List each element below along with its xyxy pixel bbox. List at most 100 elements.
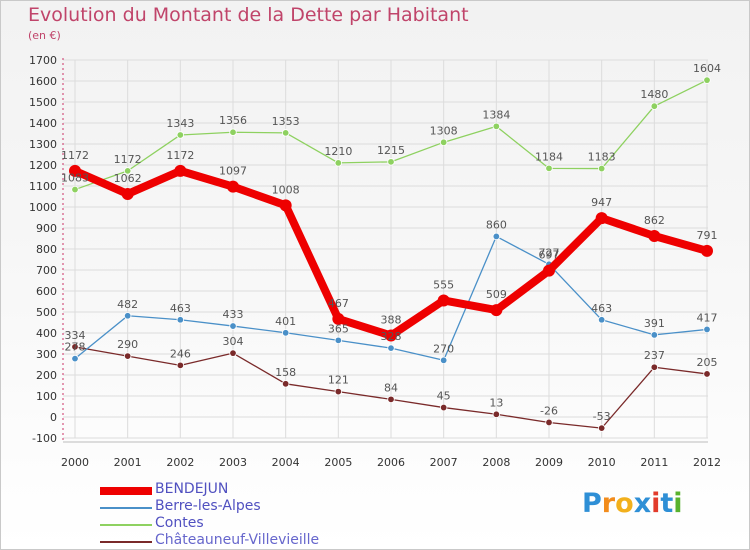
data-point — [121, 187, 134, 200]
y-tick-label: 0 — [50, 411, 57, 424]
y-tick-label: 1500 — [29, 96, 57, 109]
data-point — [492, 232, 501, 241]
data-point — [176, 316, 185, 324]
x-tick-label: 2012 — [693, 456, 721, 469]
legend-swatch — [100, 487, 152, 495]
y-tick-label: 1300 — [29, 138, 57, 151]
data-label: 860 — [486, 218, 507, 231]
data-label: 270 — [433, 342, 454, 355]
logo-letter: i — [673, 488, 683, 519]
data-label: 509 — [486, 288, 507, 301]
data-point — [545, 418, 553, 427]
data-label: 278 — [65, 341, 86, 354]
data-label: 84 — [384, 381, 398, 394]
data-label: 1008 — [272, 183, 300, 196]
x-tick-label: 2010 — [588, 456, 616, 469]
y-tick-label: 700 — [36, 264, 57, 277]
y-tick-label: 900 — [36, 222, 57, 235]
legend-swatch — [100, 524, 152, 526]
data-point — [281, 380, 290, 388]
logo-letter: P — [582, 488, 602, 519]
data-label: 467 — [328, 297, 349, 310]
data-point — [650, 102, 659, 110]
data-point — [279, 199, 292, 212]
y-tick-label: 1000 — [29, 201, 57, 214]
data-label: 1215 — [377, 144, 405, 157]
x-tick-label: 2009 — [535, 456, 563, 469]
data-point — [703, 370, 711, 378]
grid — [63, 59, 708, 439]
data-point — [71, 185, 79, 194]
logo-letter: r — [601, 488, 616, 519]
legend-label: Contes — [155, 515, 204, 531]
data-label: 1183 — [588, 151, 616, 164]
data-label: 388 — [381, 314, 402, 327]
data-point — [703, 76, 711, 84]
data-label: 862 — [644, 214, 665, 227]
data-point — [281, 329, 290, 337]
data-label: 433 — [223, 308, 244, 321]
data-label: 697 — [539, 249, 560, 262]
data-point — [597, 316, 606, 324]
data-point — [650, 331, 659, 339]
y-tick-label: 1100 — [29, 180, 57, 193]
data-point — [227, 180, 239, 193]
data-point — [703, 325, 711, 334]
data-point — [387, 344, 395, 352]
data-label: 365 — [328, 322, 349, 335]
x-tick-label: 2000 — [61, 456, 89, 469]
legend-swatch — [100, 541, 152, 543]
data-point — [176, 361, 185, 370]
y-tick-label: 1400 — [29, 117, 57, 130]
data-label: 290 — [117, 338, 138, 351]
data-label: 1097 — [219, 165, 247, 178]
data-point — [439, 403, 448, 412]
x-tick-label: 2007 — [430, 456, 458, 469]
y-tick-label: 600 — [36, 285, 57, 298]
y-tick-label: 500 — [36, 306, 57, 319]
data-label: 121 — [328, 374, 349, 387]
logo-letter: i — [651, 488, 661, 519]
data-point — [123, 167, 132, 175]
data-point — [490, 304, 503, 317]
data-point — [174, 164, 187, 177]
data-point — [334, 336, 343, 345]
data-label: 13 — [489, 396, 503, 409]
x-tick-label: 2008 — [482, 456, 510, 469]
legend-label: BENDEJUN — [155, 481, 229, 497]
data-label: 417 — [697, 311, 718, 324]
data-point — [597, 424, 606, 432]
data-point — [387, 158, 395, 166]
x-tick-label: 2001 — [114, 456, 142, 469]
data-label: 1308 — [430, 124, 458, 137]
data-point — [387, 395, 395, 404]
data-label: 1172 — [166, 149, 194, 162]
proxiti-logo: Proxiti — [582, 488, 683, 519]
data-label: 727 — [539, 246, 560, 259]
y-tick-label: 100 — [36, 390, 57, 403]
data-point — [385, 329, 397, 342]
data-label: 237 — [644, 349, 665, 362]
data-point — [650, 363, 659, 371]
data-label: 1172 — [114, 153, 142, 166]
data-label: 401 — [275, 315, 296, 328]
data-point — [334, 159, 343, 167]
data-label: 463 — [591, 302, 612, 315]
data-label: 1384 — [482, 108, 510, 121]
data-point — [229, 322, 237, 330]
data-label: 205 — [697, 356, 718, 369]
data-label: 791 — [697, 229, 718, 242]
logo-letter: o — [615, 488, 634, 519]
data-label: 1604 — [693, 62, 721, 75]
data-label: 1356 — [219, 114, 247, 127]
data-point — [492, 410, 501, 418]
data-label: 1210 — [324, 145, 352, 158]
x-tick-label: 2005 — [324, 456, 352, 469]
data-label: 482 — [117, 298, 138, 311]
data-point — [597, 164, 606, 173]
data-point — [123, 352, 132, 360]
data-label: 334 — [65, 329, 86, 342]
axes: -100 0 100 200 300 400 500 600 700 800 900 1000 1100… — [29, 54, 721, 469]
